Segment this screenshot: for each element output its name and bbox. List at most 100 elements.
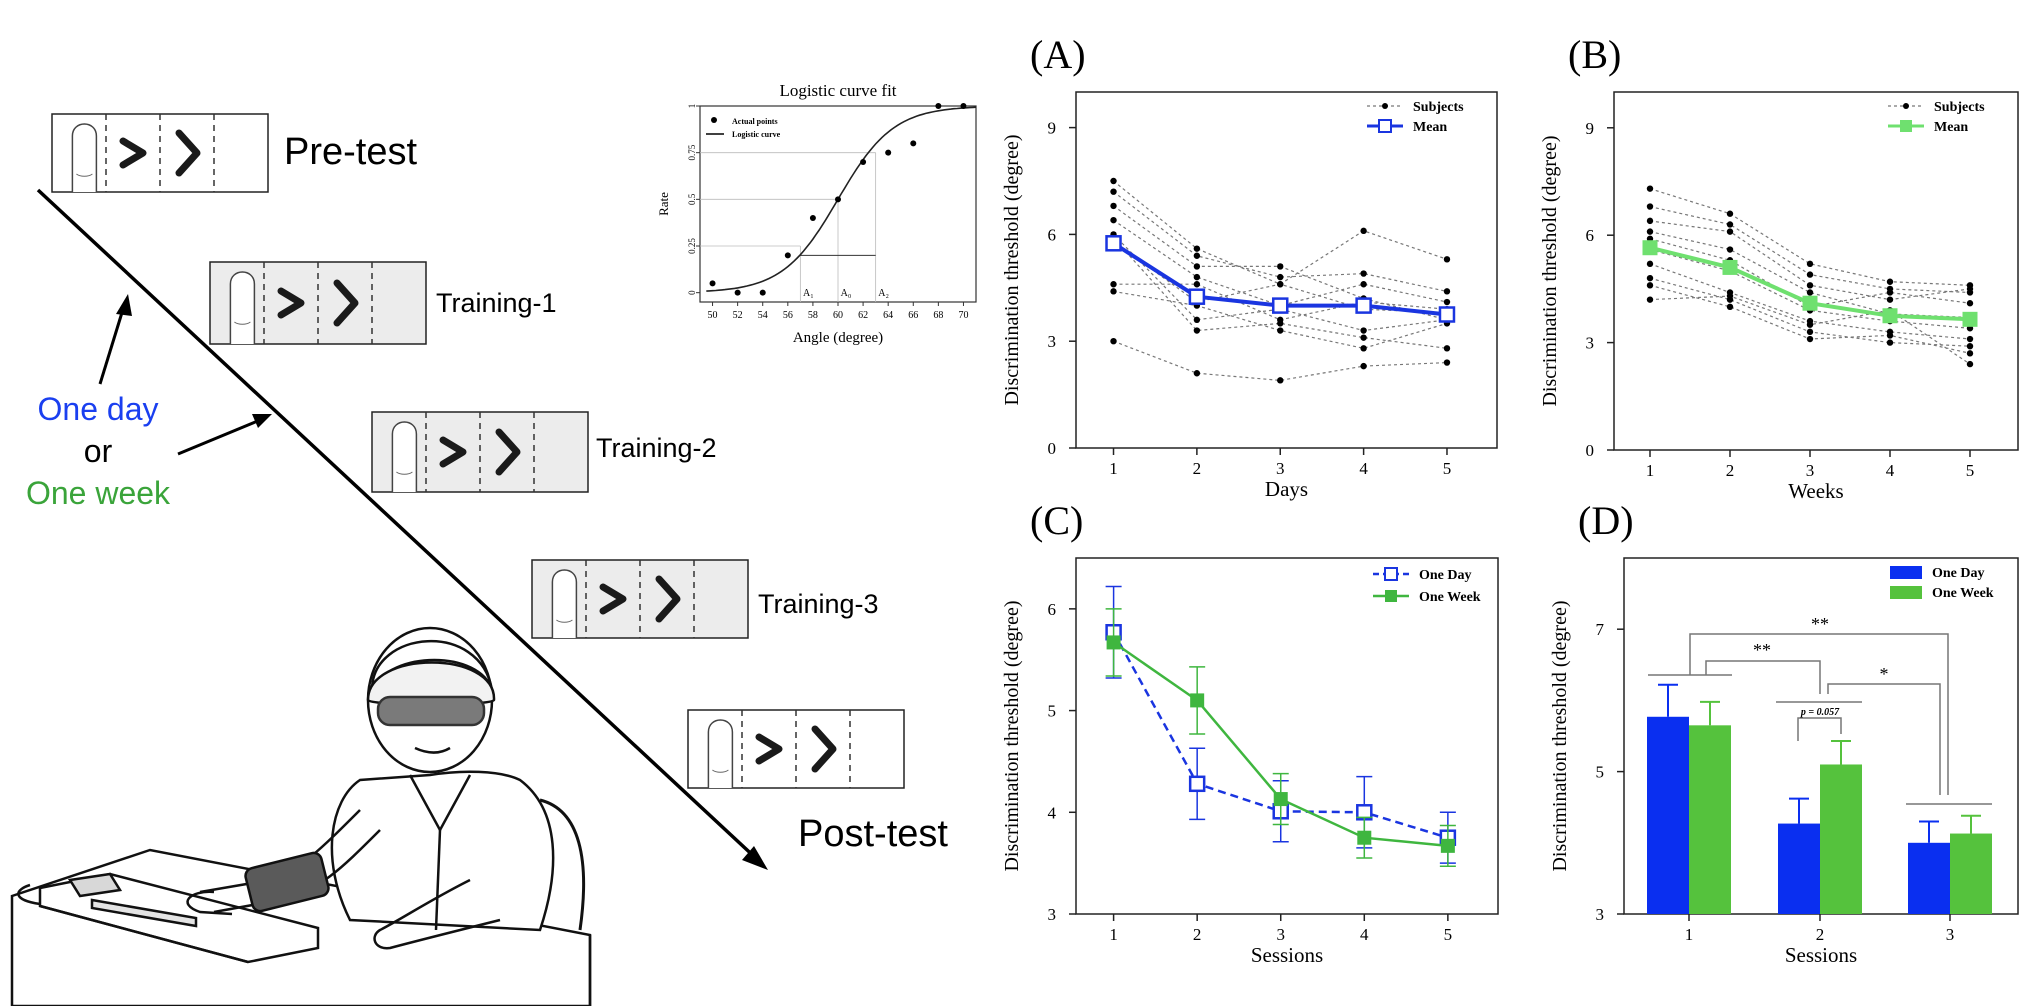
subject-point	[1806, 271, 1814, 278]
finger-crease	[396, 471, 413, 475]
subject-point	[1886, 278, 1894, 285]
legend-label: One Week	[1419, 590, 1481, 605]
subject-point	[1277, 263, 1284, 270]
bar	[1778, 823, 1820, 914]
y-tick-label: 7	[1596, 620, 1605, 639]
inset-marker: A₀	[841, 288, 852, 299]
data-point	[1106, 635, 1121, 650]
x-tick-label: 5	[1444, 925, 1453, 944]
subject-point	[1646, 260, 1654, 268]
x-tick-label: 2	[1816, 925, 1825, 944]
stage-label: Training-1	[436, 288, 557, 318]
bar	[1908, 842, 1950, 914]
subject-point	[1277, 327, 1284, 334]
subject-point	[1966, 350, 1974, 357]
inset-xtick-label: 58	[808, 310, 818, 321]
inset-xtick-label: 66	[908, 310, 918, 321]
chevron-acute-icon	[333, 279, 359, 327]
logistic-curve-inset: Logistic curve fit Angle (degree) Rate 50 52…	[656, 81, 977, 346]
subject-line	[1113, 340, 1448, 382]
sig-bracket	[1705, 660, 1821, 694]
x-tick-label: 3	[1946, 925, 1955, 944]
chevron-obtuse-icon	[755, 733, 783, 765]
inset-ytick-label: 1	[687, 104, 697, 109]
subject-point	[1966, 360, 1974, 368]
finger-icon	[707, 719, 734, 788]
plot-frame	[1075, 91, 1498, 449]
inset-data-point	[734, 289, 741, 296]
plot-frame	[1075, 557, 1499, 915]
inset-data-point	[709, 280, 716, 287]
plot-frame	[1613, 91, 2019, 451]
subject-line	[1649, 188, 1971, 286]
finger-icon	[71, 123, 98, 192]
subject-line	[1113, 233, 1448, 332]
legend-label: One Day	[1932, 566, 1985, 581]
mean-point	[1722, 259, 1738, 275]
subject-point	[1360, 362, 1367, 370]
sig-bracket	[1827, 683, 1941, 795]
subject-point	[1646, 296, 1654, 303]
y-tick-label: 9	[1048, 119, 1057, 138]
legend-subjects-label: Subjects	[1413, 100, 1464, 115]
stage-label: Training-3	[758, 589, 879, 619]
x-tick-label: 1	[1109, 459, 1118, 478]
subject-point	[1110, 288, 1117, 295]
mean-point	[1105, 235, 1122, 252]
interval-arrow-right	[177, 418, 261, 456]
inset-data-point	[935, 103, 942, 109]
stage-card: Training-3	[531, 559, 879, 639]
inset-xtick-label: 56	[783, 310, 793, 321]
subject-point	[1110, 202, 1117, 210]
x-axis-label: Sessions	[1251, 943, 1323, 967]
interval-one-week: One week	[26, 475, 171, 511]
subject-point	[1966, 285, 1974, 293]
legend-subjects-dot	[1382, 103, 1388, 109]
legend-mean-marker	[1900, 120, 1912, 132]
subject-point	[1726, 221, 1734, 228]
mean-point	[1355, 297, 1372, 314]
inset-title: Logistic curve fit	[779, 81, 896, 100]
inset-ylabel: Rate	[656, 192, 671, 216]
subject-point	[1726, 246, 1734, 253]
x-tick-label: 2	[1193, 925, 1202, 944]
subject-point	[1360, 334, 1367, 341]
panel-label: (A)	[1030, 32, 1086, 77]
inset-xtick-label: 54	[758, 310, 768, 321]
inset-xtick-label: 64	[883, 310, 893, 321]
inset-ytick-label: 0.25	[687, 238, 697, 254]
interval-arrow-right-head	[252, 414, 272, 428]
chevron-obtuse-icon	[599, 583, 627, 615]
x-tick-label: 3	[1806, 461, 1815, 480]
subject-point	[1726, 228, 1734, 235]
x-tick-label: 3	[1276, 459, 1285, 478]
subject-point	[1886, 339, 1894, 346]
subject-point	[1443, 298, 1451, 306]
panel-a: (A) Days Discrimination threshold (degree)…	[1001, 32, 1498, 501]
mean-point	[1802, 295, 1818, 311]
subject-point	[1277, 320, 1284, 327]
subject-point	[1193, 370, 1201, 377]
bar	[1647, 716, 1689, 914]
interval-arrow-up	[98, 305, 126, 385]
inset-xtick-label: 50	[708, 310, 718, 321]
subject-line	[1113, 180, 1448, 285]
subject-point	[1193, 245, 1201, 252]
subject-point	[1966, 335, 1974, 343]
subject-point	[1360, 345, 1367, 352]
y-tick-label: 3	[1596, 905, 1605, 924]
stage-label: Training-2	[596, 433, 717, 463]
subject-line	[1649, 206, 1971, 294]
timeline-arrowhead	[742, 846, 768, 870]
sig-label: **	[1811, 614, 1829, 634]
x-tick-label: 4	[1360, 925, 1369, 944]
stage-label: Pre-test	[284, 131, 417, 173]
y-tick-label: 3	[1048, 332, 1057, 351]
subject-line	[1649, 295, 1971, 365]
data-point	[1357, 830, 1372, 845]
sig-bracket	[1797, 717, 1842, 741]
legend-swatch	[1890, 586, 1922, 599]
legend-label: One Day	[1419, 568, 1472, 583]
inset-ytick-label: 0	[687, 290, 697, 295]
